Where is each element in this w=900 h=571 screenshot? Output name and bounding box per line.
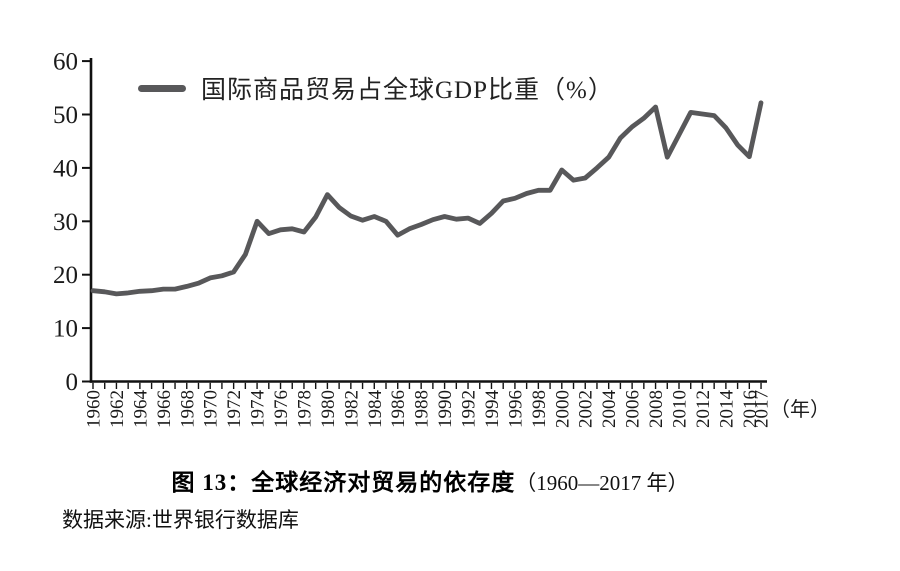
x-axis-tick-label: 1982 bbox=[341, 390, 362, 428]
x-axis-tick-label: 2006 bbox=[623, 390, 644, 428]
figure-caption-range: （1960—2017 年） bbox=[515, 471, 689, 495]
x-axis-tick-label: 2014 bbox=[716, 390, 737, 429]
x-axis-tick-label: 1966 bbox=[154, 390, 175, 428]
x-axis-tick-label: 2016 bbox=[740, 390, 761, 428]
x-axis-tick-label: 1978 bbox=[294, 390, 315, 428]
x-axis-tick-label: 1998 bbox=[529, 390, 550, 428]
trend-line bbox=[90, 100, 764, 297]
x-axis-tick-label: 2017 bbox=[752, 390, 773, 428]
data-source-note: 数据来源:世界银行数据库 bbox=[62, 508, 299, 532]
x-axis-tick-label: 2002 bbox=[576, 390, 597, 428]
x-axis-tick-label: 1972 bbox=[224, 390, 245, 428]
legend-label: 国际商品贸易占全球GDP比重（%） bbox=[201, 77, 614, 104]
y-axis-tick-label: 20 bbox=[53, 262, 78, 289]
x-axis-tick-label: 1976 bbox=[271, 390, 292, 428]
x-axis-tick-label: 2008 bbox=[646, 390, 667, 428]
x-axis-tick-label: 2010 bbox=[670, 390, 691, 428]
y-axis-tick-label: 50 bbox=[53, 102, 78, 129]
x-axis-tick-label: 1992 bbox=[459, 390, 480, 428]
x-axis-tick-label: 1990 bbox=[435, 390, 456, 428]
x-axis-tick-label: 1964 bbox=[130, 390, 151, 429]
y-axis-tick-label: 30 bbox=[53, 209, 78, 236]
y-axis-tick-label: 40 bbox=[53, 155, 78, 182]
x-axis-tick-label: 1994 bbox=[482, 389, 503, 428]
figure-caption-title: 图 13：全球经济对贸易的依存度 bbox=[171, 470, 516, 495]
x-axis-tick-label: 1996 bbox=[505, 390, 526, 428]
x-axis-tick-label: 1988 bbox=[412, 390, 433, 428]
x-axis-tick-label: 2000 bbox=[552, 390, 573, 428]
y-axis-tick-label: 10 bbox=[53, 316, 78, 343]
x-axis-tick-label: 1968 bbox=[177, 390, 198, 428]
y-axis-tick-label: 0 bbox=[66, 369, 79, 396]
x-axis-tick-label: 1986 bbox=[388, 390, 409, 428]
figure-caption: 图 13：全球经济对贸易的依存度（1960—2017 年） bbox=[0, 463, 860, 497]
x-axis-tick-label: 1984 bbox=[365, 390, 386, 429]
x-axis-unit-label: （年） bbox=[770, 399, 830, 421]
chart-legend: 国际商品贸易占全球GDP比重（%） bbox=[138, 70, 614, 106]
x-axis-tick-label: 1970 bbox=[201, 390, 222, 428]
y-axis-tick-label: 60 bbox=[53, 49, 78, 76]
legend-line-swatch bbox=[138, 84, 186, 92]
x-axis-tick-label: 1962 bbox=[107, 390, 128, 428]
x-axis-tick-label: 1974 bbox=[248, 390, 269, 429]
x-axis-tick-label: 1980 bbox=[318, 390, 339, 428]
x-axis-tick-label: 2012 bbox=[693, 390, 714, 428]
figure-13-chart: 0 10 20 30 40 50 60 1960 1962 1964 1966 1968 1970 197… bbox=[53, 49, 830, 429]
x-axis-tick-label: 1960 bbox=[84, 390, 105, 428]
x-axis-tick-label: 2004 bbox=[599, 390, 620, 429]
